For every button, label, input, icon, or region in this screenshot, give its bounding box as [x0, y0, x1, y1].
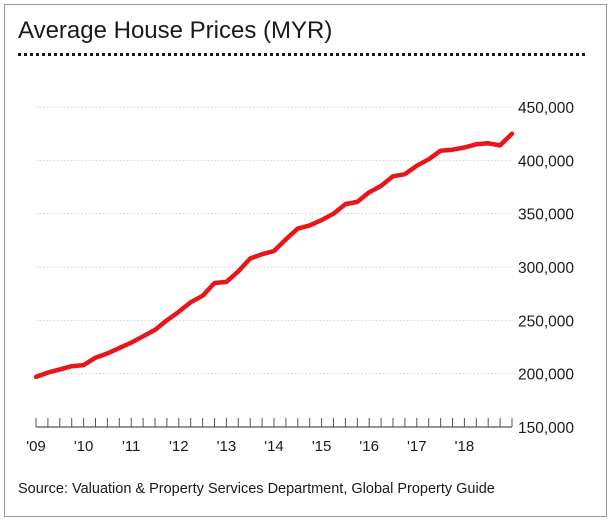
y-tick-label: 250,000 — [518, 313, 574, 330]
series-line — [33, 131, 515, 380]
x-tick-label: '15 — [312, 438, 332, 455]
title-divider — [18, 53, 585, 56]
y-tick-label: 450,000 — [518, 100, 574, 117]
x-tick-label: '16 — [359, 438, 379, 455]
y-tick-label: 300,000 — [518, 260, 574, 277]
source-note: Source: Valuation & Property Services De… — [18, 481, 495, 497]
chart-title: Average House Prices (MYR) — [18, 17, 333, 44]
y-tick-label: 400,000 — [518, 153, 574, 170]
x-tick-label: '17 — [407, 438, 427, 455]
x-tick-label: '13 — [217, 438, 237, 455]
x-tick-label: '12 — [169, 438, 189, 455]
y-tick-label: 350,000 — [518, 207, 574, 224]
y-tick-label: 150,000 — [518, 420, 574, 437]
x-tick-label: '11 — [122, 438, 140, 455]
x-tick-label: '10 — [74, 438, 94, 455]
y-tick-label: 200,000 — [518, 367, 574, 384]
x-tick-label: '09 — [26, 438, 46, 455]
x-tick-label: '18 — [455, 438, 475, 455]
x-tick-label: '14 — [264, 438, 284, 455]
chart-frame — [4, 4, 607, 517]
